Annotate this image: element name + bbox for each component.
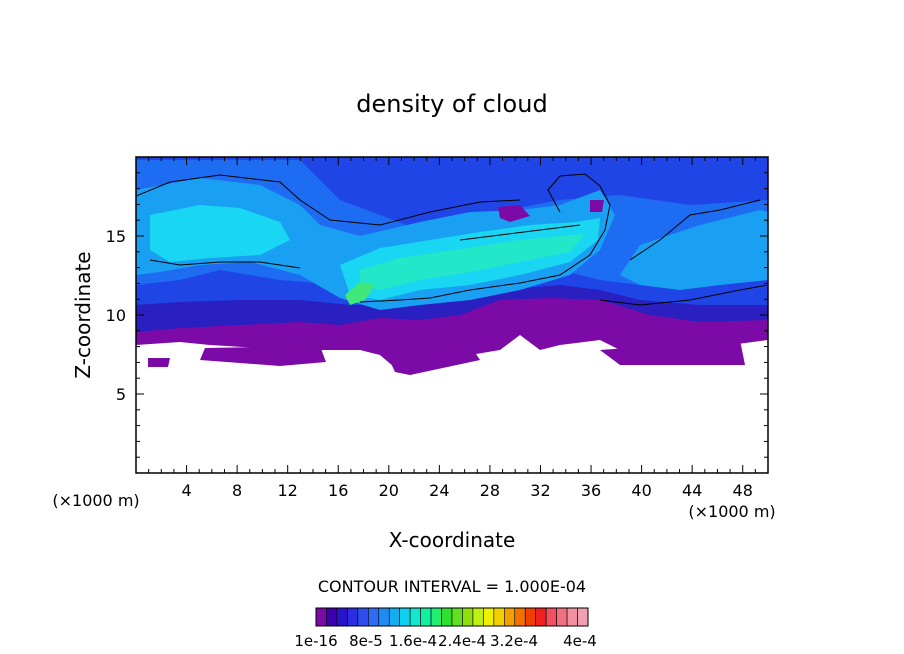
x-tick-label: 28 xyxy=(480,481,500,500)
x-tick-label: 12 xyxy=(278,481,298,500)
colorbar-swatch xyxy=(493,607,505,627)
colorbar-swatch xyxy=(504,607,516,627)
colorbar-swatch xyxy=(430,607,442,627)
colorbar-tick-label: 4e-4 xyxy=(563,632,597,650)
y-tick-label: 5 xyxy=(116,385,126,404)
colorbar-swatch xyxy=(483,607,495,627)
colorbar xyxy=(315,607,589,627)
colorbar-swatch xyxy=(441,607,453,627)
colorbar-swatch xyxy=(514,607,526,627)
colorbar-swatch xyxy=(577,607,589,627)
field-light-blue-plume xyxy=(620,210,768,290)
contour-interval-label: CONTOUR INTERVAL = 1.000E-04 xyxy=(318,577,586,596)
field-purple-patch xyxy=(200,346,326,366)
contour-line xyxy=(149,259,301,269)
colorbar-frame xyxy=(315,607,589,627)
x-tick-label: 40 xyxy=(631,481,651,500)
colorbar-swatch xyxy=(566,607,578,627)
colorbar-swatch xyxy=(420,607,432,627)
field-purple-wisp xyxy=(590,200,604,212)
x-tick-label: 44 xyxy=(682,481,702,500)
x-tick-label: 36 xyxy=(581,481,601,500)
colorbar-swatch xyxy=(545,607,557,627)
colorbar-tick-label: 8e-5 xyxy=(349,632,383,650)
colorbar-tick-label: 2.4e-4 xyxy=(438,632,486,650)
field-purple-patch xyxy=(600,340,745,365)
contour-line xyxy=(136,174,521,226)
colorbar-swatch xyxy=(556,607,568,627)
colorbar-swatch xyxy=(524,607,536,627)
x-tick-label: 24 xyxy=(429,481,449,500)
colorbar-tick-label: 1.6e-4 xyxy=(389,632,437,650)
colorbar-swatch xyxy=(462,607,474,627)
contour-line xyxy=(459,224,581,241)
colorbar-swatch xyxy=(535,607,547,627)
colorbar-swatch xyxy=(368,607,380,627)
contour-line xyxy=(629,199,761,261)
colorbar-swatch xyxy=(378,607,390,627)
field-green-core xyxy=(345,282,375,305)
x-tick-label: 32 xyxy=(530,481,550,500)
x-tick-label: 16 xyxy=(328,481,348,500)
x-unit-right: (×1000 m) xyxy=(688,502,775,521)
field-purple-wisp xyxy=(498,205,530,222)
x-tick-label: 4 xyxy=(181,481,191,500)
colorbar-swatch xyxy=(347,607,359,627)
colorbar-tick-labels: 1e-16 8e-5 1.6e-4 2.4e-4 3.2e-4 4e-4 xyxy=(294,632,597,650)
field-cyan-plume xyxy=(150,205,290,262)
colorbar-swatch xyxy=(315,607,327,627)
colorbar-tick-label: 1e-16 xyxy=(294,632,337,650)
colorbar-swatch xyxy=(336,607,348,627)
x-axis-label: X-coordinate xyxy=(389,528,516,552)
contour-line xyxy=(359,173,611,303)
y-tick-label: 15 xyxy=(106,227,126,246)
colorbar-swatch xyxy=(472,607,484,627)
colorbar-swatch xyxy=(388,607,400,627)
field-purple-patch xyxy=(380,340,480,375)
colorbar-swatch xyxy=(409,607,421,627)
x-tick-label: 48 xyxy=(733,481,753,500)
x-tick-label: 8 xyxy=(232,481,242,500)
field-purple-patch xyxy=(148,358,170,367)
x-tick-label: 20 xyxy=(379,481,399,500)
y-axis-label: Z-coordinate xyxy=(71,251,95,378)
colorbar-tick-label: 3.2e-4 xyxy=(490,632,538,650)
x-unit-left: (×1000 m) xyxy=(52,491,139,510)
field-teal-core xyxy=(360,234,585,290)
cloud-density-field xyxy=(136,157,768,375)
colorbar-swatch xyxy=(399,607,411,627)
colorbar-swatch xyxy=(451,607,463,627)
y-tick-label: 10 xyxy=(106,306,126,325)
chart-title: density of cloud xyxy=(356,90,547,118)
contour-line xyxy=(599,284,768,306)
colorbar-swatch xyxy=(357,607,369,627)
colorbar-swatch xyxy=(326,607,338,627)
